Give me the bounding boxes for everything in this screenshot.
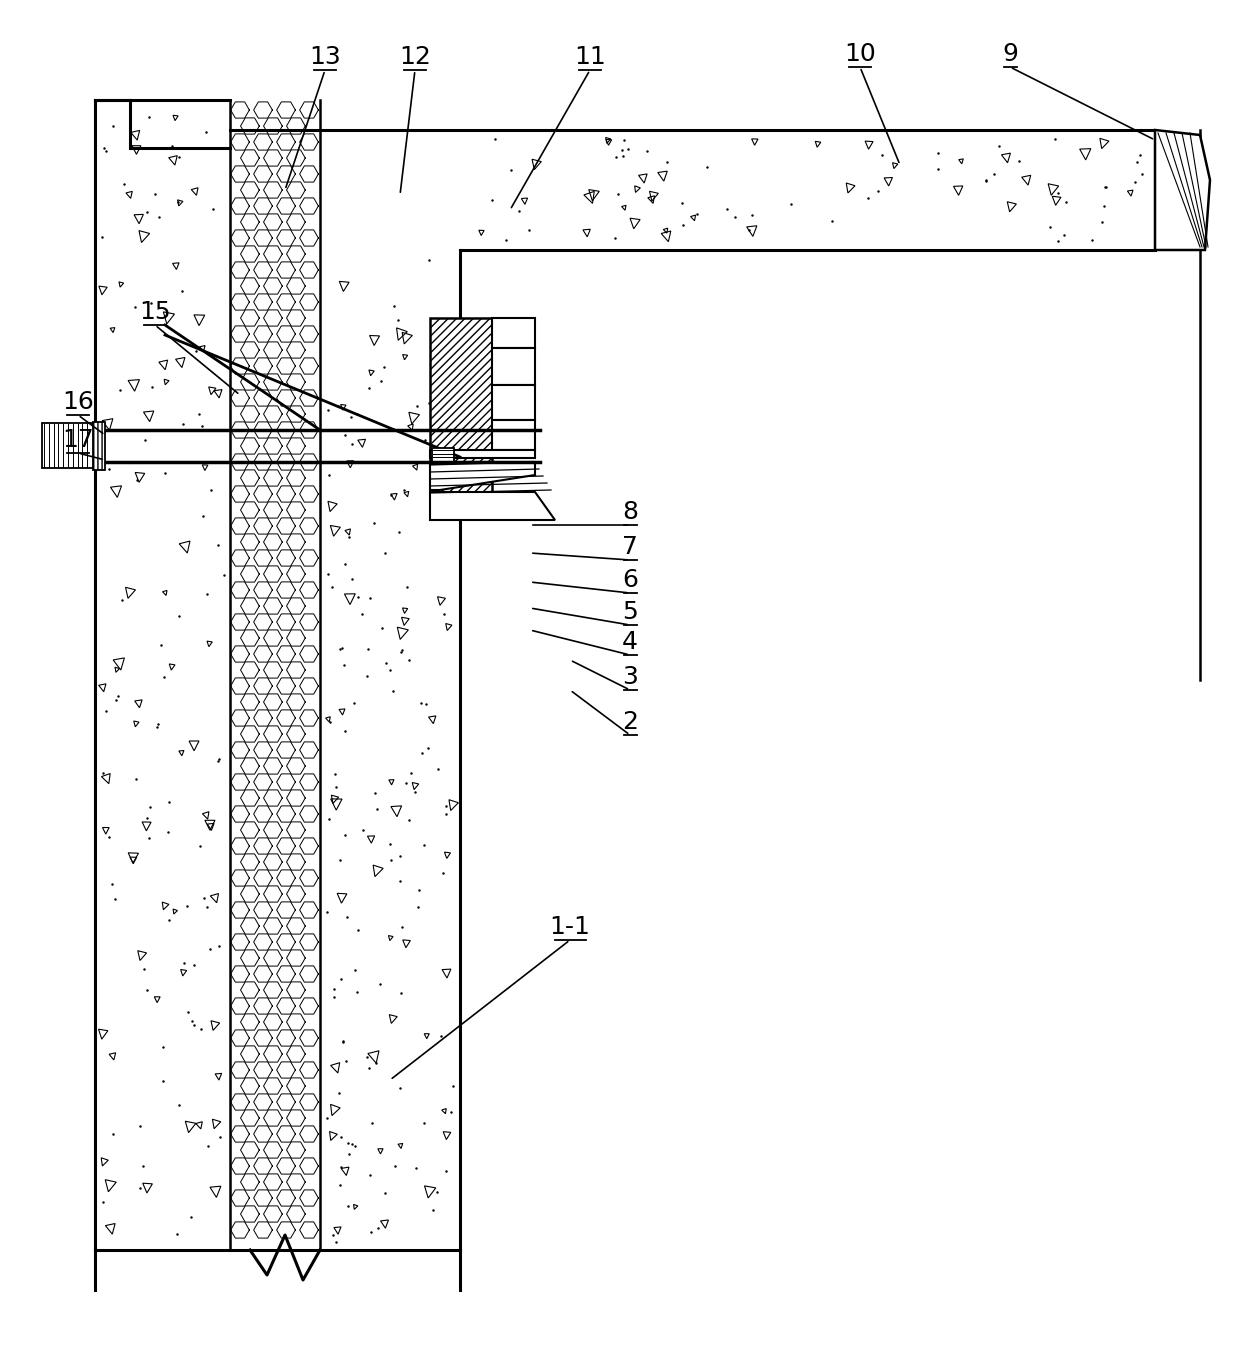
Bar [93, 422, 105, 469]
Bar [492, 317, 534, 348]
Text: 15: 15 [139, 300, 171, 324]
Text: 16: 16 [62, 390, 94, 414]
Text: 1-1: 1-1 [549, 915, 590, 939]
Bar [42, 422, 93, 468]
Text: 13: 13 [309, 44, 341, 69]
Text: 7: 7 [622, 535, 637, 560]
Bar [95, 100, 229, 1250]
Text: 9: 9 [1002, 42, 1018, 66]
Bar [492, 385, 534, 420]
Polygon shape [430, 461, 534, 490]
Polygon shape [430, 317, 492, 510]
Bar [460, 130, 1154, 250]
Polygon shape [430, 492, 556, 521]
Text: 5: 5 [622, 600, 637, 624]
Text: 4: 4 [622, 629, 639, 654]
Bar [320, 250, 460, 1250]
Bar [432, 448, 454, 464]
Bar [492, 420, 534, 451]
Bar [492, 348, 534, 385]
Polygon shape [1154, 130, 1210, 250]
Text: 3: 3 [622, 664, 637, 689]
Text: 10: 10 [844, 42, 875, 66]
Text: 2: 2 [622, 710, 639, 734]
Text: 6: 6 [622, 568, 639, 592]
Text: 12: 12 [399, 44, 432, 69]
Text: 17: 17 [62, 428, 94, 452]
Polygon shape [430, 451, 534, 459]
Text: 11: 11 [574, 44, 606, 69]
Text: 8: 8 [622, 500, 639, 525]
